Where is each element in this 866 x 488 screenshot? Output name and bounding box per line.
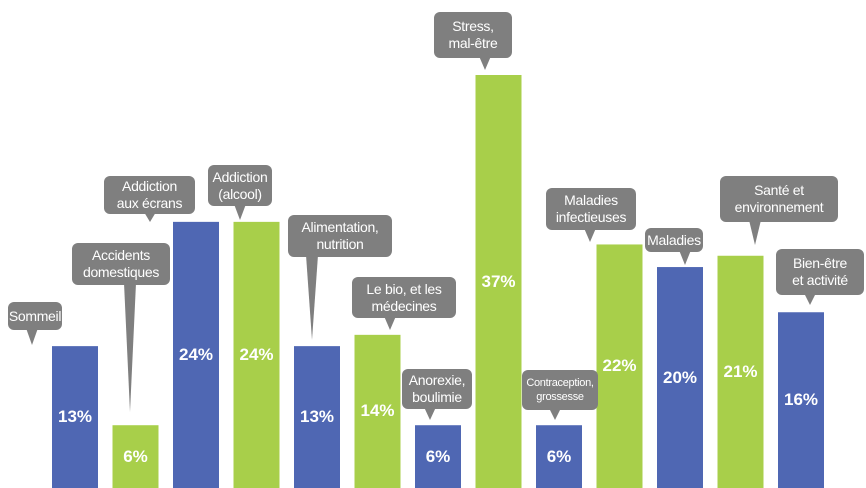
category-label: Alimentation, nutrition [288, 215, 392, 257]
bar [233, 221, 280, 488]
value-label: 6% [546, 446, 572, 466]
value-label: 20% [662, 367, 698, 387]
callout-tail [234, 204, 246, 220]
callout-tail [384, 316, 396, 330]
callout-tail [479, 56, 491, 70]
value-label: 24% [239, 344, 274, 364]
value-label: 13% [299, 407, 335, 427]
category-label: Accidents domestiques [72, 243, 170, 285]
bar [52, 346, 98, 488]
callout-tail [749, 220, 761, 245]
bar [717, 255, 764, 488]
value-label: 6% [425, 446, 451, 466]
callout-tail [424, 407, 436, 420]
category-label: Santé et environnement [720, 176, 838, 222]
category-label: Addiction (alcool) [208, 165, 272, 206]
callout-tail [144, 212, 156, 222]
callout-tail [124, 283, 136, 412]
value-label: 6% [123, 446, 148, 466]
category-label: Le bio, et les médecines [352, 277, 456, 318]
callout-tail [306, 255, 318, 340]
callout-tail [549, 408, 561, 420]
bar [536, 425, 582, 488]
value-label: 22% [602, 356, 637, 376]
value-label: 14% [360, 401, 395, 421]
bar [657, 267, 703, 488]
value-label: 24% [178, 344, 214, 364]
callout-tail [584, 228, 596, 242]
bar [778, 312, 824, 488]
bar [294, 346, 340, 488]
category-label: Stress, mal-être [434, 12, 512, 58]
callout-tail [804, 293, 816, 305]
callout-tail [679, 250, 691, 265]
value-label: 16% [783, 390, 819, 410]
category-label: Maladies infectieuses [546, 188, 636, 230]
bar [596, 244, 643, 488]
bar [475, 75, 522, 488]
bar [112, 425, 159, 488]
value-label: 21% [723, 361, 758, 381]
bar [354, 334, 401, 488]
category-label: Sommeil [8, 302, 62, 330]
callout-tail [26, 328, 38, 345]
category-label: Anorexie, boulimie [402, 369, 472, 409]
value-label: 37% [481, 271, 516, 291]
bar [415, 425, 461, 488]
category-label: Bien-être et activité [776, 249, 864, 295]
category-label: Addiction aux écrans [104, 176, 195, 214]
value-label: 13% [57, 407, 93, 427]
category-label: Maladies [645, 228, 703, 252]
category-label: Contraception, grossesse [522, 370, 598, 410]
bar [173, 221, 219, 488]
